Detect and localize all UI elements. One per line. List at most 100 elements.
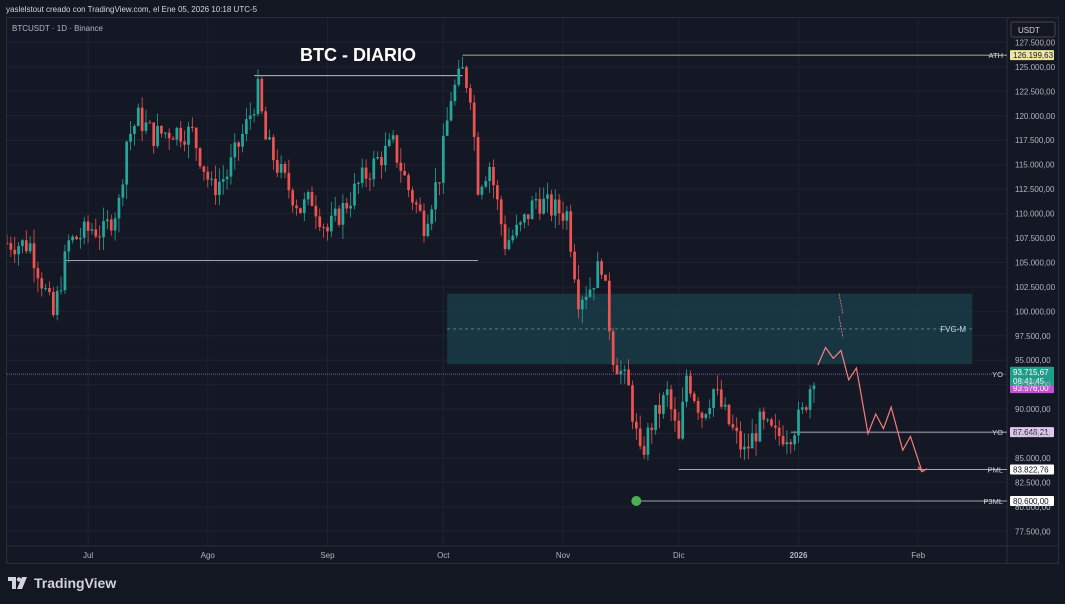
candle-body: [106, 219, 109, 222]
candle-body: [175, 127, 179, 140]
countdown: 08:41:45: [1013, 377, 1045, 386]
projection-layer: [631, 293, 928, 507]
candle-body: [152, 122, 156, 146]
candle-body: [9, 243, 13, 250]
candle-body: [225, 176, 229, 180]
candle-body: [94, 229, 98, 237]
tradingview-logo[interactable]: TradingView: [8, 575, 116, 591]
y-tick-label: 107.500,00: [1015, 234, 1056, 243]
candle-body: [190, 126, 194, 128]
candle-body: [82, 221, 86, 238]
candle-body: [156, 125, 159, 146]
candle-body: [376, 156, 380, 159]
candle-body: [550, 194, 553, 216]
fvg-label: FVG-M: [940, 325, 966, 334]
candle-body: [7, 242, 9, 244]
candle-body: [218, 181, 221, 196]
candle-body: [28, 243, 32, 252]
candle-body: [565, 211, 569, 221]
candle-body: [245, 119, 248, 134]
candle-body: [109, 219, 113, 231]
candle-body: [163, 132, 167, 134]
candle-body: [754, 433, 758, 442]
tradingview-logo-text: TradingView: [34, 575, 117, 591]
candle-body: [789, 442, 793, 445]
candle-body: [268, 137, 271, 140]
candle-body: [125, 141, 129, 185]
candle-body: [426, 223, 430, 237]
candle-body: [75, 236, 78, 240]
candle-body: [333, 208, 337, 216]
y-tick-label: 97.500,00: [1015, 332, 1051, 341]
candle-body: [349, 205, 352, 209]
candle-body: [59, 290, 63, 292]
candle-body: [167, 132, 171, 139]
candle-body: [503, 224, 507, 250]
candle-body: [646, 427, 650, 455]
candle-body: [750, 433, 754, 449]
candle-body: [770, 419, 773, 426]
symbol-label: BTCUSDT · 1D · Binance: [12, 24, 104, 33]
candle-body: [364, 167, 368, 179]
candle-body: [654, 405, 657, 431]
candle-body: [337, 208, 341, 225]
candle-body: [395, 135, 399, 163]
candle-body: [445, 120, 449, 136]
chart-title: BTC - DIARIO: [300, 45, 416, 65]
candle-body: [634, 421, 638, 429]
candle-body: [773, 425, 777, 428]
price-label: 126.199,63: [1013, 51, 1054, 60]
candle-body: [326, 227, 329, 232]
candle-body: [187, 126, 190, 145]
candle-body: [237, 142, 241, 147]
tradingview-logo-icon: [8, 577, 27, 589]
candle-body: [210, 178, 213, 180]
candle-body: [658, 405, 661, 414]
candle-body: [542, 198, 546, 214]
chart-frame[interactable]: FVG-M ATH YO YO PML P3ML 126.199,63 93.576,00…: [6, 17, 1059, 564]
currency-button[interactable]: USDT: [1010, 21, 1056, 38]
candle-body: [113, 218, 117, 231]
candle-body: [746, 446, 750, 449]
fvg-zone: [447, 293, 973, 365]
candle-body: [453, 84, 457, 102]
y-tick-label: 117.500,00: [1015, 136, 1055, 145]
candle-body: [144, 122, 148, 131]
candle-body: [449, 101, 453, 121]
candle-body: [202, 166, 206, 172]
footer: [0, 566, 1065, 604]
candle-body: [766, 419, 769, 421]
fvg-zone-layer: FVG-M: [447, 293, 973, 365]
candle-body: [696, 400, 700, 413]
candle-body: [318, 216, 322, 227]
candle-body: [387, 139, 391, 146]
y-tick-label: 95.000,00: [1015, 356, 1051, 365]
candle-body: [221, 179, 225, 182]
projection-hint-arrow: [838, 293, 844, 315]
candlestick-chart[interactable]: FVG-M ATH YO YO PML P3ML 126.199,63 93.576,00…: [7, 18, 1058, 563]
candle-body: [121, 184, 125, 198]
price-label-bg: [1010, 496, 1054, 507]
low-marker: [631, 496, 642, 507]
current-price: 93.715,67: [1013, 368, 1049, 377]
candle-body: [341, 202, 345, 225]
candle-body: [306, 191, 310, 200]
candle-body: [136, 107, 140, 127]
candle-body: [256, 78, 260, 115]
candle-body: [229, 157, 233, 177]
projection-arrowhead: [917, 466, 928, 473]
candle-body: [689, 375, 692, 394]
candle-body: [735, 427, 739, 432]
level-name: PML: [988, 466, 1003, 475]
candle-body: [719, 389, 723, 407]
candle-body: [264, 111, 268, 140]
candle-body: [461, 67, 464, 69]
candle-body: [233, 142, 237, 158]
y-tick-label: 102.500,00: [1015, 283, 1056, 292]
currency-button-label[interactable]: USDT: [1018, 26, 1040, 35]
candle-body: [98, 236, 102, 238]
candle-body: [24, 240, 28, 252]
candle-body: [133, 126, 136, 134]
candle-body: [569, 211, 573, 252]
x-tick-label: 2026: [790, 551, 808, 560]
